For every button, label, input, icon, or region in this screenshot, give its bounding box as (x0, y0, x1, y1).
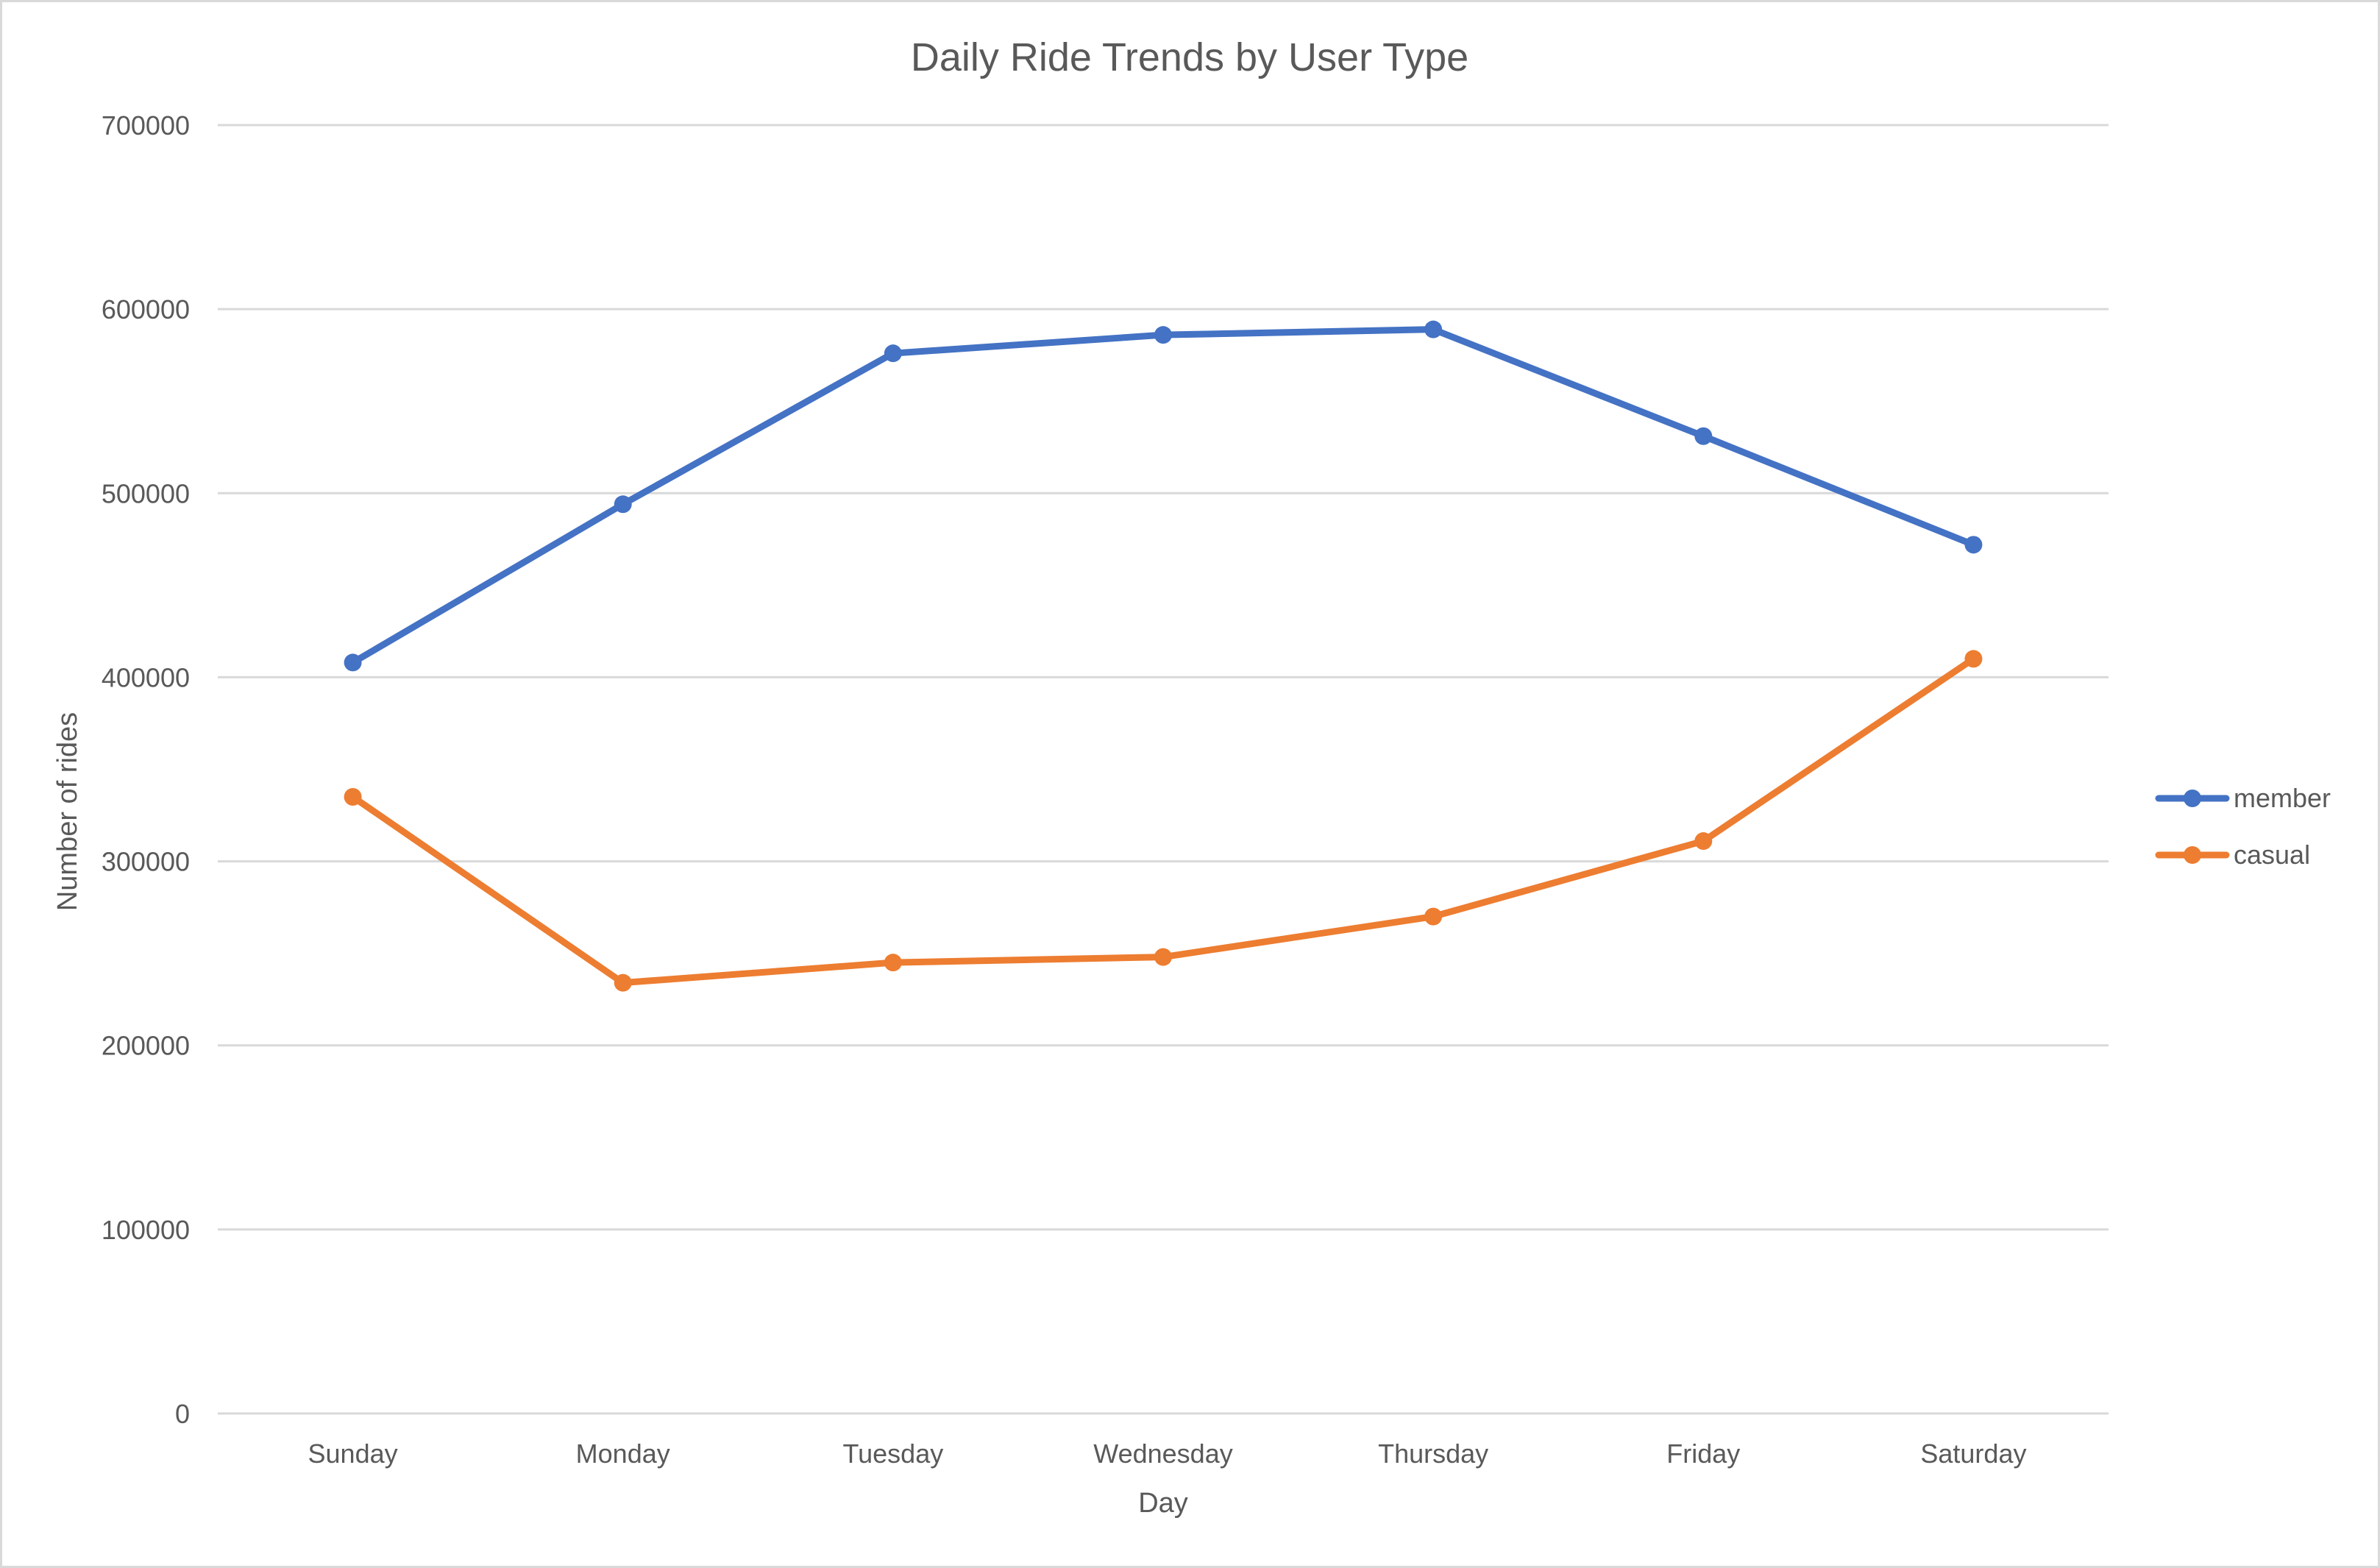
data-point (884, 344, 902, 363)
data-point (344, 653, 362, 672)
data-point (1964, 536, 1983, 554)
gridlines (218, 124, 2109, 1415)
x-tick-label: Thursday (1378, 1438, 1488, 1469)
x-tick-label: Friday (1666, 1438, 1740, 1469)
legend-item: casual (2155, 840, 2310, 870)
y-tick-label: 700000 (102, 110, 190, 141)
y-tick-label: 500000 (102, 478, 190, 508)
x-tick-label: Tuesday (842, 1438, 943, 1469)
legend-label: casual (2234, 840, 2310, 870)
y-tick-label: 100000 (102, 1215, 190, 1245)
y-axis-title: Number of rides (52, 712, 83, 911)
chart-title: Daily Ride Trends by User Type (911, 35, 1468, 79)
x-axis-tick-labels: Sunday Monday Tuesday Wednesday Thursday Frid… (308, 1438, 2027, 1469)
series-lines (344, 320, 1983, 992)
data-point (1424, 907, 1443, 926)
series-line (349, 326, 1977, 666)
x-tick-label: Saturday (1920, 1438, 2026, 1469)
legend: member casual (2155, 783, 2331, 870)
y-tick-label: 300000 (102, 847, 190, 877)
y-axis-tick-labels: 0 100000 200000 300000 400000 500000 600000 700… (102, 110, 190, 1429)
data-point (1154, 326, 1172, 344)
data-point (1694, 427, 1713, 445)
data-point (1964, 650, 1983, 668)
y-tick-label: 200000 (102, 1031, 190, 1061)
data-point (344, 788, 362, 806)
legend-label: member (2234, 783, 2331, 813)
data-point (884, 954, 902, 972)
legend-swatch-marker (2184, 790, 2201, 807)
data-point (1154, 948, 1172, 966)
series-member (344, 320, 1983, 672)
x-axis-title: Day (1138, 1488, 1188, 1519)
x-tick-label: Wednesday (1093, 1438, 1232, 1469)
data-point (614, 973, 632, 992)
series-line (349, 655, 1977, 987)
legend-swatch-marker (2184, 846, 2201, 864)
series-casual (344, 650, 1983, 992)
data-point (614, 495, 632, 514)
y-tick-label: 400000 (102, 662, 190, 692)
x-tick-label: Sunday (308, 1438, 398, 1469)
data-point (1694, 832, 1713, 851)
legend-item: member (2155, 783, 2331, 813)
y-tick-label: 600000 (102, 294, 190, 324)
data-point (1424, 320, 1443, 338)
x-tick-label: Monday (576, 1438, 670, 1469)
y-tick-label: 0 (175, 1399, 190, 1429)
